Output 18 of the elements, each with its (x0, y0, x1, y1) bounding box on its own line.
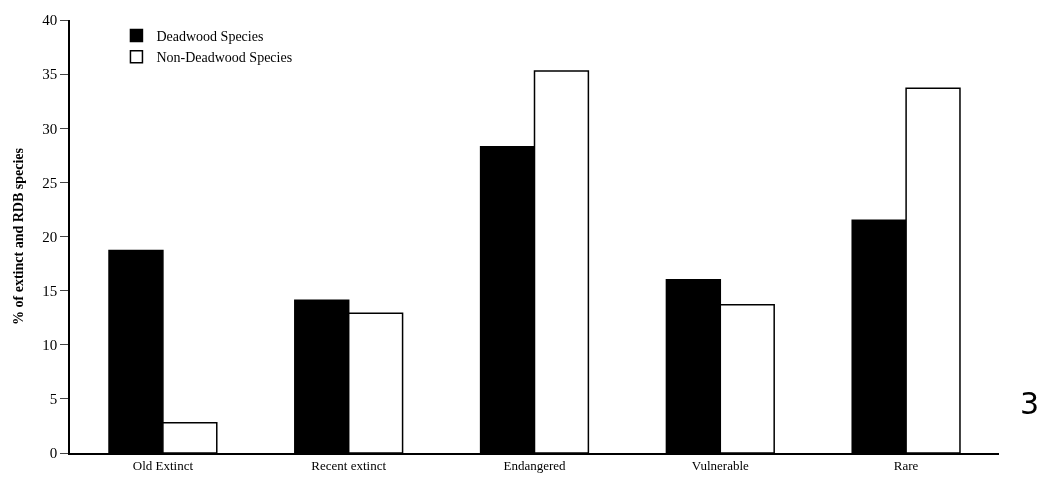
x-tick-label: Vulnerable (691, 458, 750, 474)
y-tick-label: 20 (42, 228, 58, 245)
x-tick-label: Recent extinct (311, 458, 387, 474)
y-tick-label: 0 (49, 445, 58, 462)
y-tick-label: 30 (42, 120, 58, 137)
x-tick-label: Rare (893, 458, 919, 474)
y-tick-label: 35 (42, 66, 58, 83)
y-tick-label: 40 (42, 12, 58, 29)
x-tick-label: Endangered (503, 458, 567, 474)
y-tick-label: 5 (49, 391, 58, 408)
y-tick-label: 25 (42, 174, 58, 191)
x-tick-label: Old Extinct (132, 458, 194, 474)
legend-label: Deadwood Species (156, 29, 264, 45)
y-tick-label: 10 (42, 337, 58, 353)
y-axis-title: % of extinct and RDB species (11, 147, 27, 325)
legend-label: Non-Deadwood Species (156, 50, 293, 66)
y-tick-label: 15 (42, 282, 58, 299)
text: 3 (1020, 386, 1040, 421)
